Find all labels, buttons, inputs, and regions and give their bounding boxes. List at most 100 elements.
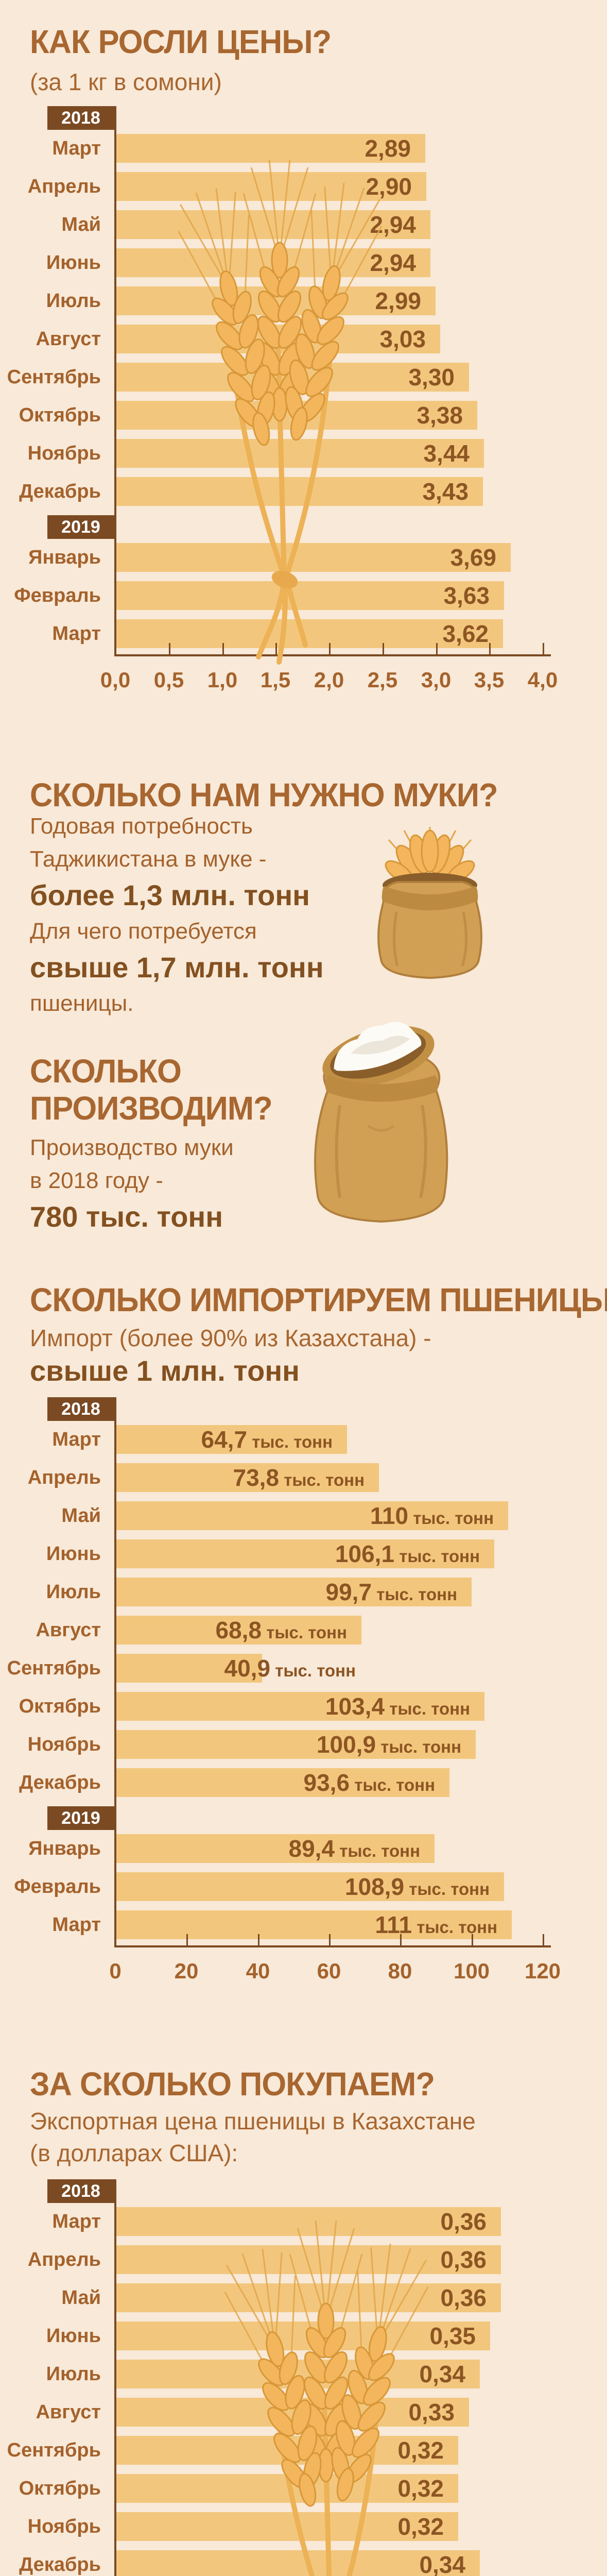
axis-tick-label: 100 <box>453 1959 490 1983</box>
bar-value-number: 3,63 <box>443 582 490 609</box>
bar: 3,38 <box>116 401 477 430</box>
month-label: Июнь <box>46 251 101 274</box>
bar-value: 0,36 <box>440 2246 487 2274</box>
month-label: Октябрь <box>19 1695 101 1717</box>
year-badge: 2018 <box>47 106 114 130</box>
axis-tick <box>169 643 170 654</box>
bar-value-number: 0,34 <box>419 2551 465 2576</box>
bar-row: Август 68,8 тыс. тонн <box>0 1616 607 1645</box>
axis-tick <box>489 643 491 654</box>
axis-tick-label: 0 <box>109 1959 122 1983</box>
bar-value-number: 108,9 <box>344 1873 405 1900</box>
bar-value: 100,9 тыс. тонн <box>317 1731 461 1758</box>
bar: 3,44 <box>116 439 484 468</box>
bar-row: Июль 99,7 тыс. тонн <box>0 1578 607 1606</box>
axis-tick-label: 0,0 <box>100 668 131 692</box>
section3-text: Производство муки в 2018 году - 780 тыс. т… <box>30 1131 234 1236</box>
bar-value-number: 89,4 <box>288 1835 335 1862</box>
bar-value: 0,32 <box>397 2513 444 2540</box>
bar-row: Июнь 0,35 <box>0 2321 607 2350</box>
bar-value: 0,33 <box>408 2398 455 2426</box>
bar-value: 111 тыс. тонн <box>375 1911 497 1939</box>
month-label: Сентябрь <box>7 1657 101 1679</box>
text-line: Производство муки <box>30 1135 234 1160</box>
bar-row: Ноябрь 3,44 <box>0 439 607 468</box>
bar-value-number: 3,03 <box>379 326 426 352</box>
bar-value-number: 73,8 <box>233 1464 280 1491</box>
month-label: Февраль <box>14 584 101 606</box>
bar-value-number: 0,32 <box>397 2475 444 2502</box>
bar-row: Апрель 0,36 <box>0 2245 607 2274</box>
bar-row: Ноябрь 0,32 <box>0 2512 607 2541</box>
month-label: Февраль <box>14 1875 101 1897</box>
bar-value: 0,36 <box>440 2208 487 2235</box>
bar-value-number: 0,36 <box>440 2284 487 2311</box>
text-line: пшеницы. <box>30 991 134 1016</box>
bar: 100,9 тыс. тонн <box>116 1730 476 1759</box>
year-badge-row: 2018 <box>0 1397 607 1421</box>
year-badge-row: 2019 <box>0 515 607 539</box>
axis-tick <box>383 643 384 654</box>
year-badge: 2019 <box>47 515 114 539</box>
bar-value: 0,34 <box>419 2360 465 2388</box>
axis-tick-label: 20 <box>174 1959 199 1983</box>
bar: 3,62 <box>116 619 503 648</box>
bar-value: 99,7 тыс. тонн <box>326 1578 457 1606</box>
x-axis-line <box>114 1945 551 1947</box>
flour-sack-illustration <box>314 1022 448 1223</box>
bar-value: 2,94 <box>370 249 416 277</box>
axis-tick <box>329 643 331 654</box>
month-label: Июль <box>46 290 101 312</box>
bar-value-number: 111 <box>375 1911 412 1938</box>
y-axis-line <box>114 2179 116 2576</box>
month-label: Май <box>61 1504 101 1527</box>
bar: 0,36 <box>116 2245 501 2274</box>
month-label: Декабрь <box>19 480 101 502</box>
bar: 0,36 <box>116 2283 501 2312</box>
bar-value-unit: тыс. тонн <box>335 1841 420 1860</box>
bar-row: Март 0,36 <box>0 2207 607 2236</box>
text-line: более 1,3 млн. тонн <box>30 879 310 911</box>
section3-title-line1: СКОЛЬКО <box>30 1053 182 1090</box>
axis-tick-label: 2,0 <box>314 668 344 692</box>
bar: 89,4 тыс. тонн <box>116 1834 435 1863</box>
axis-tick-label: 80 <box>388 1959 412 1983</box>
year-badge: 2018 <box>47 2179 114 2203</box>
year-badge-row: 2019 <box>0 1806 607 1830</box>
bar-row: Май 110 тыс. тонн <box>0 1501 607 1530</box>
bar-value: 40,9 тыс. тонн <box>224 1654 356 1682</box>
month-label: Июль <box>46 2363 101 2385</box>
text-line: 780 тыс. тонн <box>30 1200 223 1233</box>
axis-tick <box>275 643 277 654</box>
bar-value: 93,6 тыс. тонн <box>304 1769 435 1797</box>
bar-row: Май 0,36 <box>0 2283 607 2312</box>
bar-value: 68,8 тыс. тонн <box>216 1616 347 1644</box>
price-chart: 2018 Март 2,89 Апрель 2,90 Май 2,94 Июнь 2,94 Июл… <box>0 106 607 714</box>
bar-value: 0,32 <box>397 2436 444 2464</box>
bar-value-unit: тыс. тонн <box>408 1509 494 1528</box>
month-label: Ноябрь <box>27 1733 101 1755</box>
export-price-chart: 2018 Март 0,36 Апрель 0,36 Май 0,36 Июнь 0,35 Июл… <box>0 2179 607 2576</box>
bar: 110 тыс. тонн <box>116 1501 508 1530</box>
bar-value: 0,36 <box>440 2284 487 2312</box>
bar: 73,8 тыс. тонн <box>116 1463 379 1492</box>
bar: 108,9 тыс. тонн <box>116 1872 504 1901</box>
section2-text: Годовая потребность Таджикистана в муке -… <box>30 810 324 1020</box>
bar-value-unit: тыс. тонн <box>412 1918 497 1937</box>
bar: 2,90 <box>116 172 426 201</box>
bar-value: 0,32 <box>397 2475 444 2502</box>
month-label: Ноябрь <box>27 442 101 464</box>
bar-value: 106,1 тыс. тонн <box>335 1540 480 1568</box>
year-badge: 2018 <box>47 1397 114 1421</box>
bar-row: Апрель 73,8 тыс. тонн <box>0 1463 607 1492</box>
y-axis-line <box>114 1397 116 1946</box>
bar-value-number: 0,34 <box>419 2361 465 2387</box>
month-label: Июнь <box>46 2325 101 2347</box>
bar-row: Декабрь 0,34 <box>0 2550 607 2576</box>
bar-value: 3,69 <box>450 544 496 571</box>
bar-row: Март 2,89 <box>0 134 607 163</box>
bar-row: Октябрь 0,32 <box>0 2474 607 2503</box>
bar-value-unit: тыс. тонн <box>404 1879 490 1899</box>
axis-tick <box>222 643 224 654</box>
